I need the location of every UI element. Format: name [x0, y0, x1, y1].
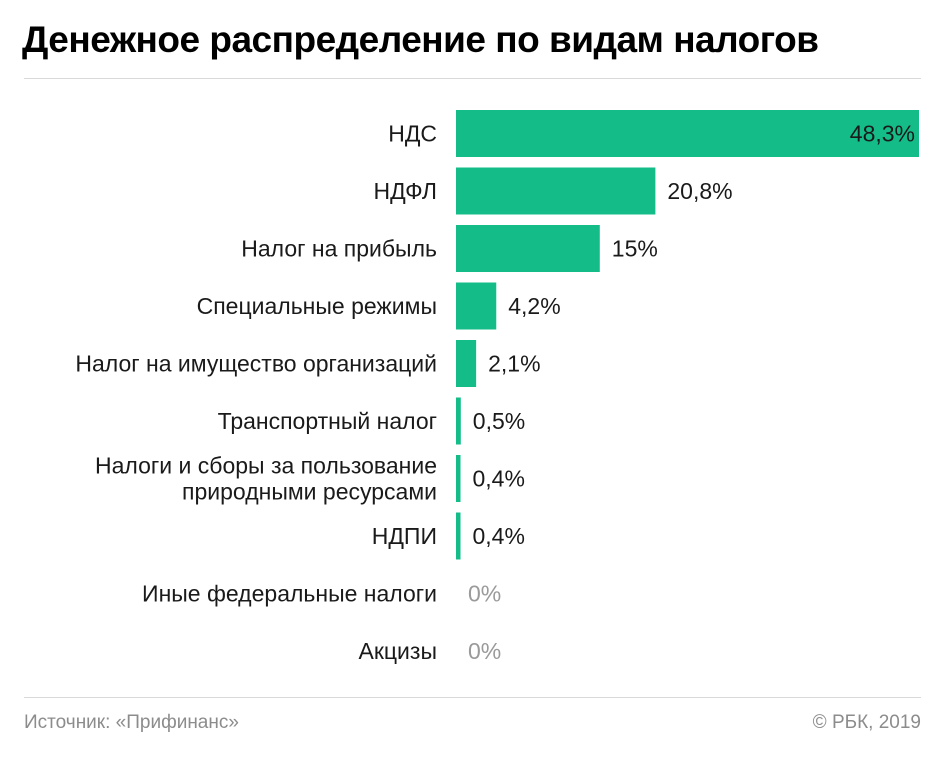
- value-label: 2,1%: [488, 351, 540, 377]
- bar: [456, 110, 919, 157]
- category-label: Транспортный налог: [218, 408, 437, 434]
- bar: [456, 167, 656, 215]
- value-label: 0,4%: [473, 523, 525, 549]
- value-label: 0%: [468, 638, 501, 664]
- value-label: 0,5%: [473, 408, 525, 434]
- category-label: Налоги и сборы за пользование: [95, 453, 437, 479]
- category-label: НДПИ: [372, 523, 437, 549]
- bar: [456, 455, 461, 502]
- value-label: 20,8%: [667, 178, 732, 204]
- category-label: Налог на имущество организаций: [75, 351, 437, 377]
- category-label: Иные федеральные налоги: [142, 581, 437, 607]
- bar-chart: НДС 48,3% НДФЛ 20,8% Налог на прибыль 15% Спец…: [75, 110, 919, 664]
- category-label: НДФЛ: [374, 178, 438, 204]
- bar: [456, 282, 497, 330]
- bar: [456, 340, 477, 387]
- bottom-divider: [24, 697, 921, 698]
- category-label: Акцизы: [358, 638, 437, 664]
- category-label: Специальные режимы: [197, 293, 437, 319]
- bar: [456, 397, 461, 445]
- source-note: Источник: «Прифинанс»: [24, 712, 239, 733]
- bar: [456, 512, 461, 560]
- chart-title: Денежное распределение по видам налогов: [22, 19, 819, 60]
- copyright-note: © РБК, 2019: [812, 712, 921, 733]
- value-label: 0%: [468, 581, 501, 607]
- category-label: Налог на прибыль: [241, 236, 437, 262]
- bar: [456, 225, 600, 272]
- category-label: природными ресурсами: [182, 479, 437, 505]
- value-label: 48,3%: [850, 121, 915, 147]
- category-label: НДС: [388, 121, 437, 147]
- top-divider: [24, 78, 921, 79]
- value-label: 0,4%: [473, 466, 525, 492]
- value-label: 15%: [612, 236, 658, 262]
- value-label: 4,2%: [508, 293, 560, 319]
